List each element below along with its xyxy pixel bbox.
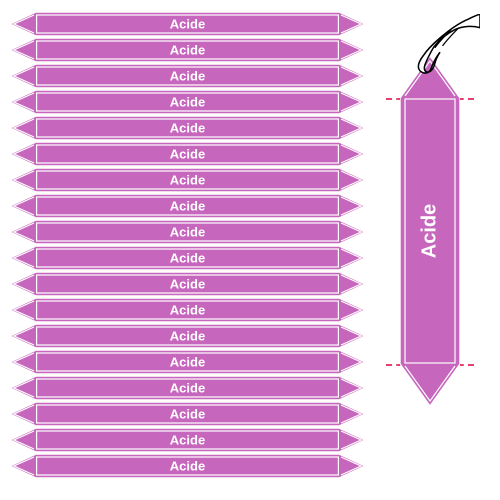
marker-row: Acide (10, 428, 365, 452)
marker-row: Acide (10, 376, 365, 400)
demo-marker-group: Acide (400, 56, 460, 406)
marker-row: Acide (10, 220, 365, 244)
marker-row: Acide (10, 116, 365, 140)
marker-row: Acide (10, 350, 365, 374)
hand-icon (384, 14, 480, 74)
marker-row: Acide (10, 246, 365, 270)
marker-row: Acide (10, 298, 365, 322)
marker-row: Acide (10, 64, 365, 88)
marker-row: Acide (10, 454, 365, 478)
marker-row: Acide (10, 38, 365, 62)
marker-row: Acide (10, 272, 365, 296)
marker-row: Acide (10, 402, 365, 426)
marker-row: Acide (10, 90, 365, 114)
marker-sheet: AcideAcideAcideAcideAcideAcideAcideAcide… (10, 12, 365, 478)
marker-row: Acide (10, 324, 365, 348)
marker-row: Acide (10, 194, 365, 218)
marker-row: Acide (10, 142, 365, 166)
stage: AcideAcideAcideAcideAcideAcideAcideAcide… (0, 0, 500, 500)
marker-row: Acide (10, 168, 365, 192)
demo-marker: Acide (400, 56, 460, 406)
marker-row: Acide (10, 12, 365, 36)
